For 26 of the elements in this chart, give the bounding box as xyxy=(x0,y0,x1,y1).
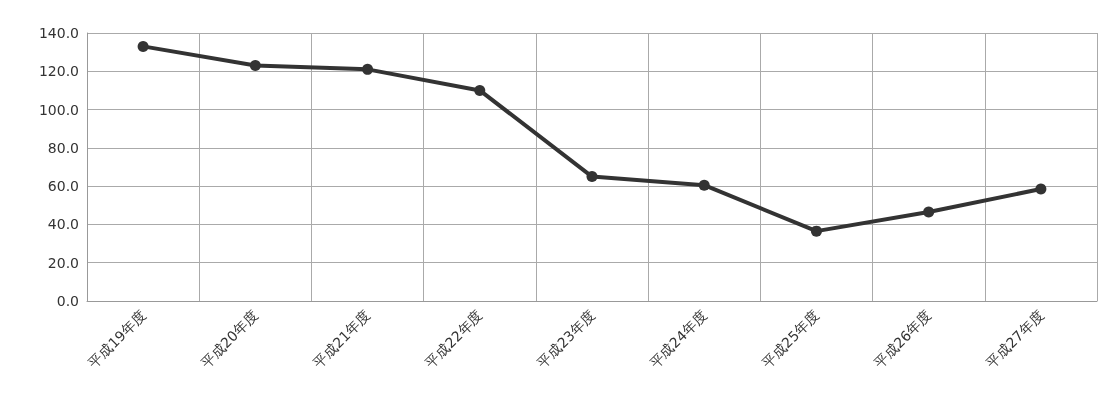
y-tick-label: 80.0 xyxy=(47,139,79,156)
point xyxy=(474,84,486,96)
x-tick-label: 平成25年度 xyxy=(758,307,823,371)
x-tick-label: 平成19年度 xyxy=(85,307,149,371)
x-tick-label: 平成27年度 xyxy=(983,307,1047,371)
point xyxy=(1035,183,1047,195)
y-tick-label: 40.0 xyxy=(47,216,79,233)
x-tick-label: 平成23年度 xyxy=(534,307,598,371)
point xyxy=(586,171,598,183)
y-tick-label: 20.0 xyxy=(47,254,79,271)
x-tick-label: 平成20年度 xyxy=(197,307,261,371)
point xyxy=(698,179,710,191)
point xyxy=(923,206,935,218)
x-tick-label: 平成26年度 xyxy=(870,307,935,371)
x-tick-label: 平成22年度 xyxy=(421,307,486,371)
x-tick-label: 平成24年度 xyxy=(646,307,710,371)
y-tick-label: 60.0 xyxy=(47,178,79,195)
y-tick-label: 0.0 xyxy=(56,293,79,309)
point xyxy=(137,40,149,52)
y-tick-label: 140.0 xyxy=(38,25,79,41)
point xyxy=(362,63,374,75)
y-tick-label: 100.0 xyxy=(38,101,79,118)
y-tick-label: 120.0 xyxy=(38,63,79,80)
x-tick-label: 平成21年度 xyxy=(309,307,374,371)
point xyxy=(810,225,822,237)
point xyxy=(249,60,261,72)
